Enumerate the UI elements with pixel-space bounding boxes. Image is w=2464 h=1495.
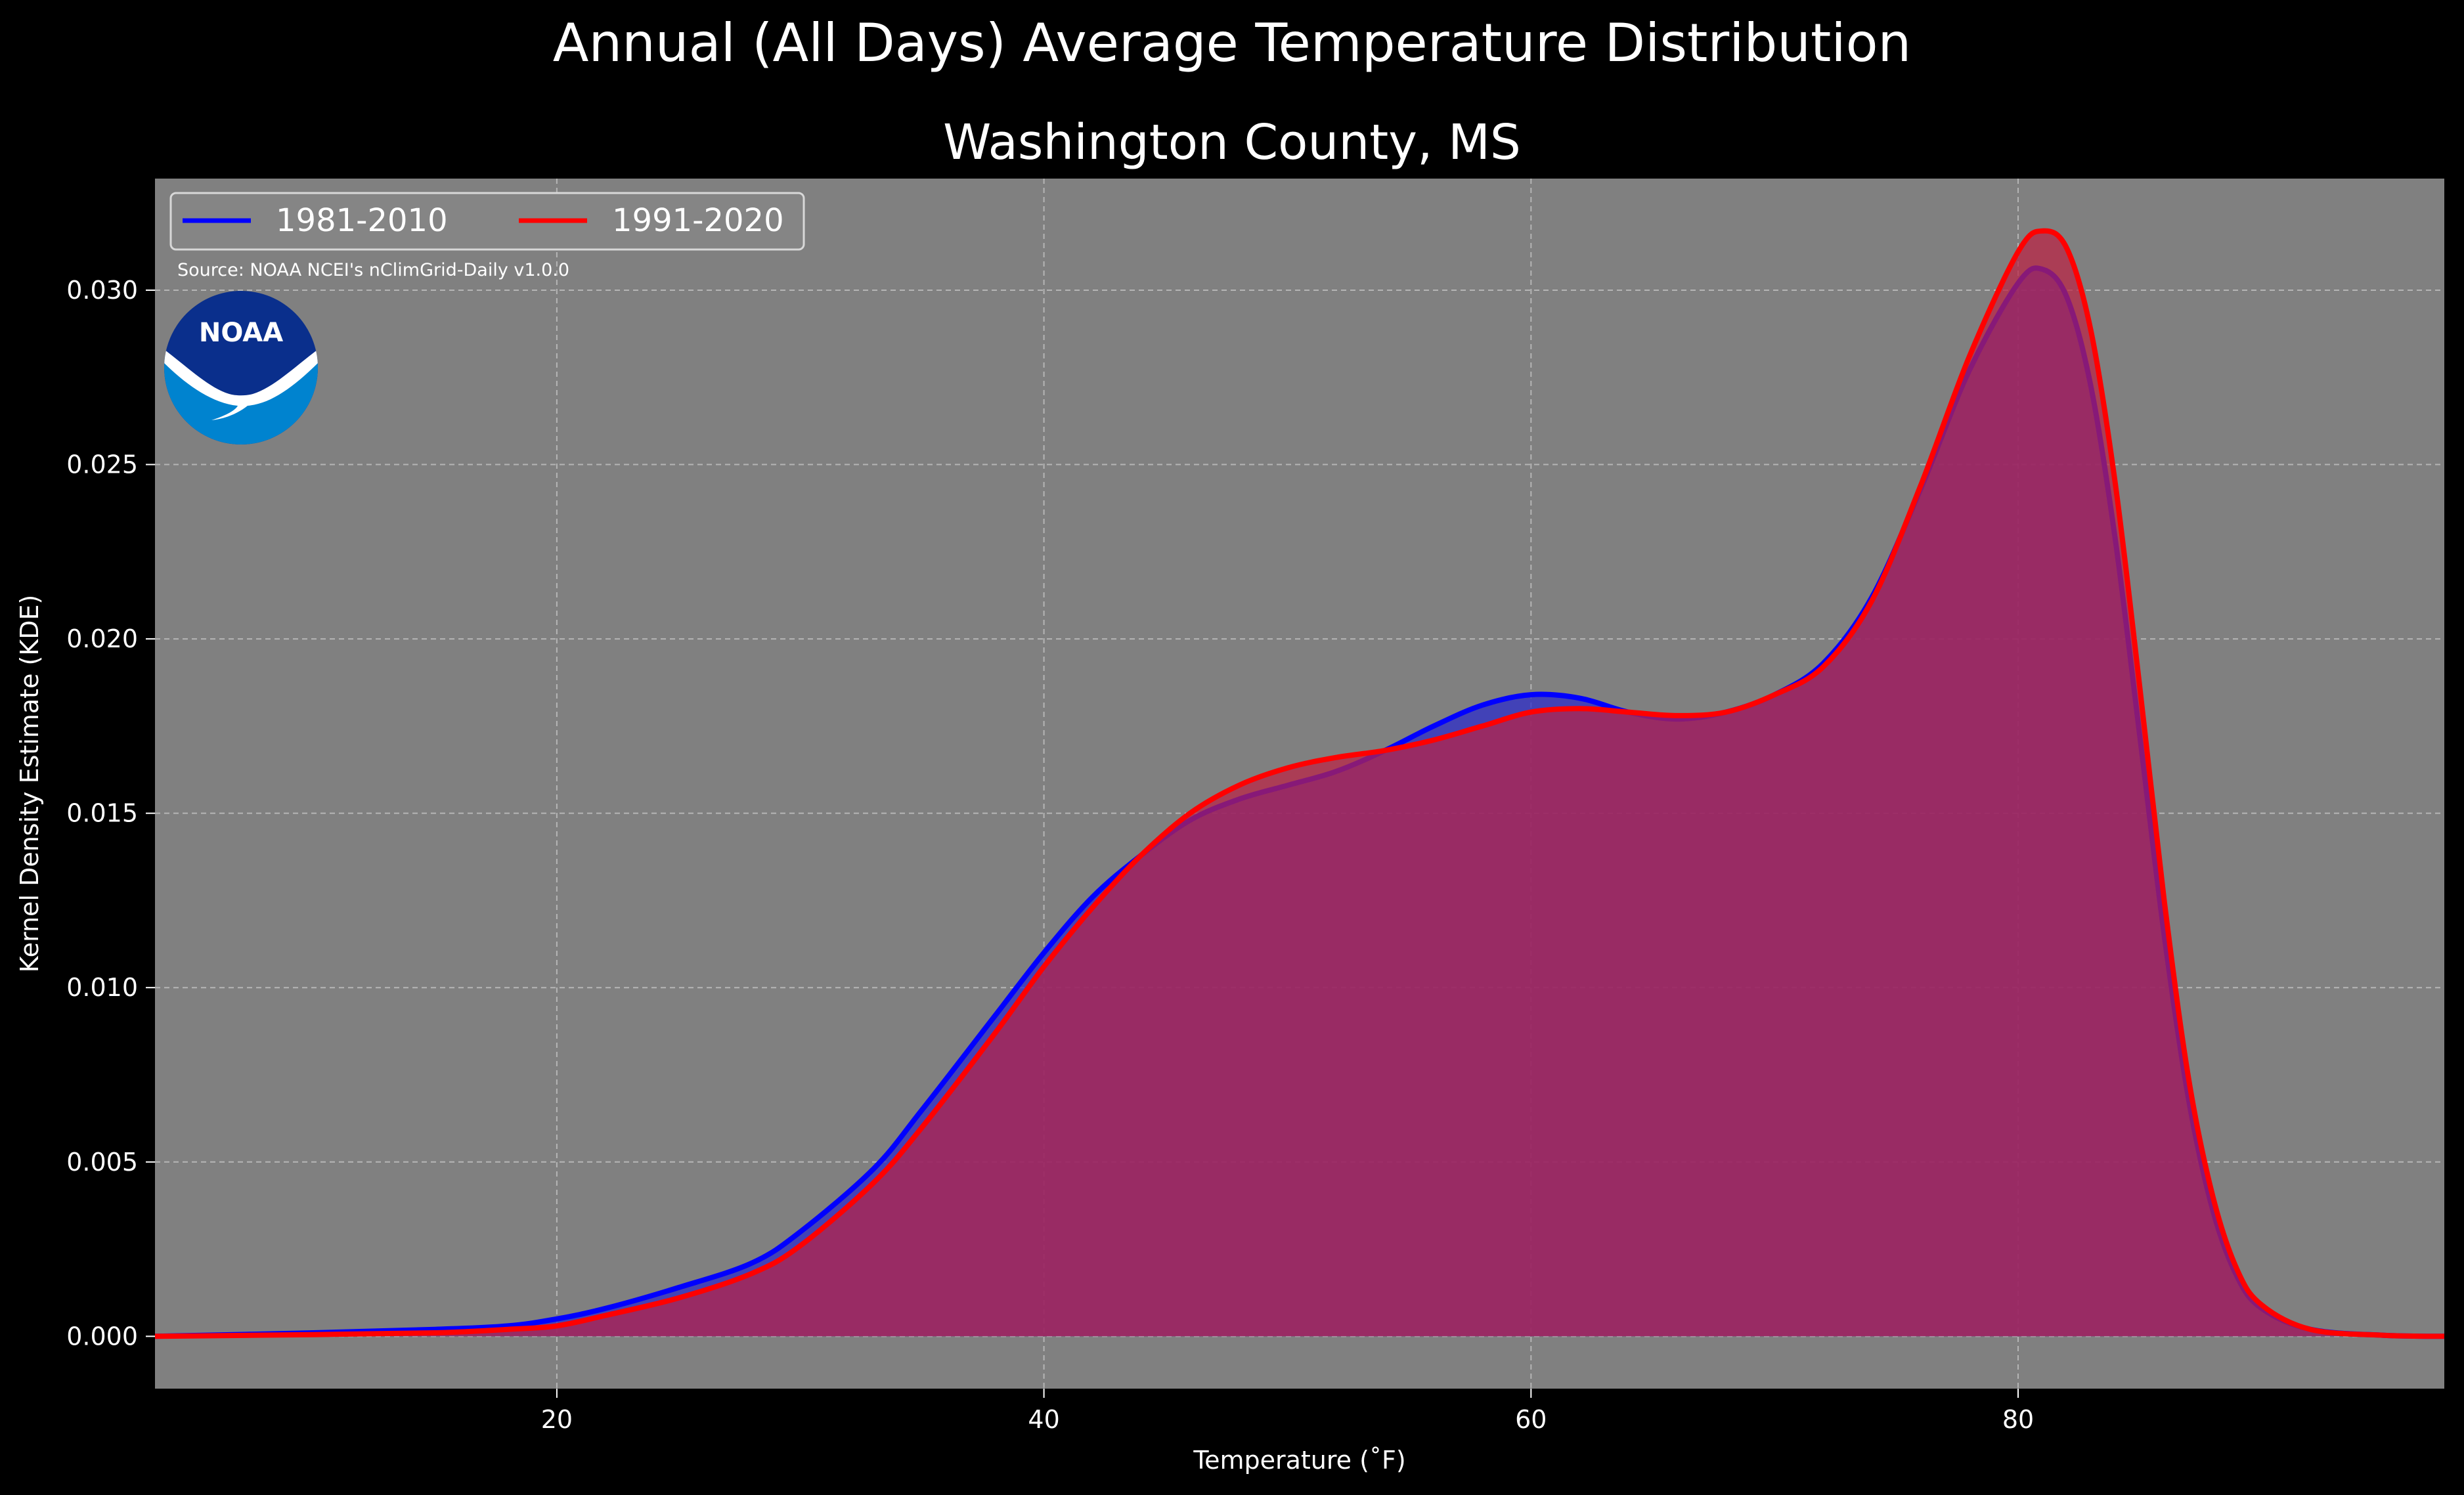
noaa-logo: NOAA: [164, 291, 318, 444]
y-axis-ticks: 0.000 0.005 0.010 0.015 0.020 0.025 0.030: [66, 276, 155, 1351]
y-tick-label: 0.025: [66, 450, 138, 479]
x-tick-label: 60: [1515, 1405, 1547, 1434]
chart-suptitle: Annual (All Days) Average Temperature Di…: [552, 12, 1912, 74]
x-axis-label: Temperature (˚F): [1193, 1446, 1405, 1475]
y-axis-label: Kernel Density Estimate (KDE): [15, 595, 44, 973]
y-tick-label: 0.005: [66, 1148, 138, 1177]
noaa-logo-text: NOAA: [199, 318, 283, 348]
series-area-1991-2020: [155, 230, 2444, 1337]
source-note: Source: NOAA NCEI's nClimGrid-Daily v1.0…: [177, 260, 569, 280]
legend: 1981-2010 1991-2020: [169, 192, 805, 251]
x-tick-label: 40: [1028, 1405, 1059, 1434]
x-axis-ticks: 20 40 60 80: [541, 1389, 2034, 1434]
legend-box: [169, 192, 805, 251]
x-tick-label: 80: [2002, 1405, 2034, 1434]
legend-label-1981-2010: 1981-2010: [276, 202, 448, 239]
legend-label-1991-2020: 1991-2020: [612, 202, 784, 239]
series-layer: [155, 228, 2444, 1339]
y-tick-label: 0.010: [66, 973, 138, 1002]
y-tick-label: 0.000: [66, 1322, 138, 1351]
series-line-1991-2020: [155, 228, 2444, 1339]
chart-title: Washington County, MS: [943, 114, 1521, 171]
y-tick-label: 0.030: [66, 276, 138, 305]
y-tick-label: 0.020: [66, 624, 138, 653]
x-tick-label: 20: [541, 1405, 573, 1434]
y-tick-label: 0.015: [66, 799, 138, 828]
